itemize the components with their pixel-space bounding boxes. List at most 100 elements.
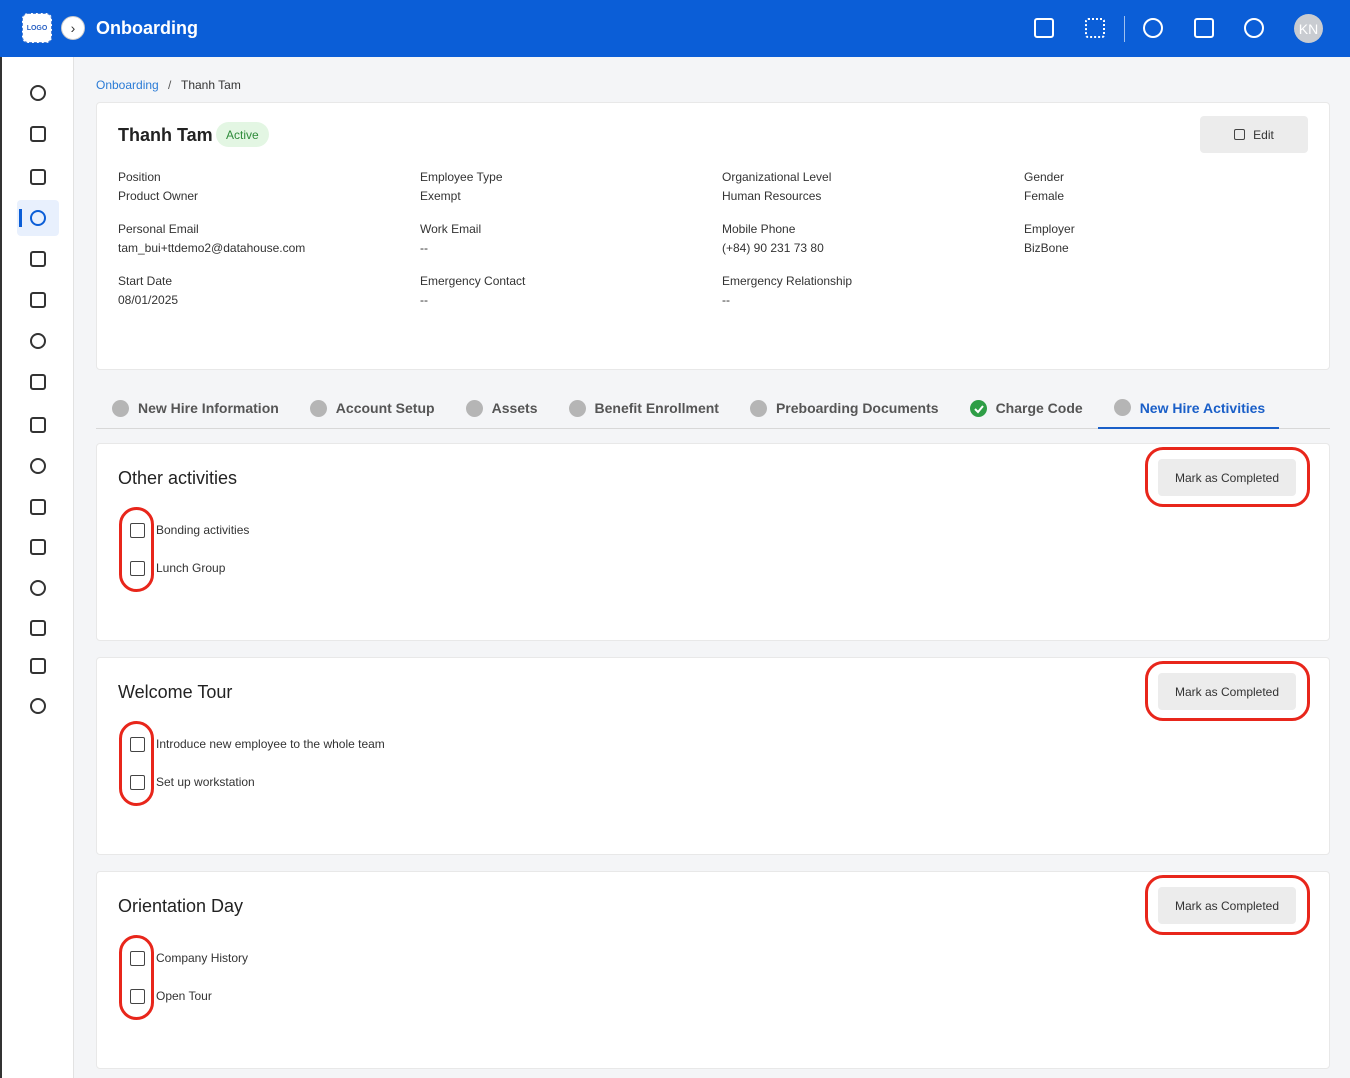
nav-icon[interactable] (30, 126, 46, 142)
field-label: Organizational Level (722, 170, 832, 184)
checkbox-label: Company History (156, 951, 249, 965)
nav-icon[interactable] (30, 169, 46, 185)
field-value: Human Resources (722, 189, 822, 203)
nav-icon[interactable] (30, 620, 46, 636)
section-title: Welcome Tour (118, 682, 233, 702)
nav-icon[interactable] (30, 658, 46, 674)
checkbox-label: Set up workstation (156, 775, 255, 789)
tab-label: New Hire Information (138, 400, 279, 416)
header-icon[interactable] (1244, 18, 1264, 38)
field-label: Personal Email (118, 222, 199, 236)
nav-icon[interactable] (30, 499, 46, 515)
tab[interactable]: Preboarding Documents (749, 388, 939, 428)
nav-icon[interactable] (30, 698, 46, 714)
tab-label: New Hire Activities (1139, 399, 1266, 416)
section-card (96, 657, 1330, 855)
checkbox-label: Lunch Group (156, 561, 226, 575)
field-value: -- (722, 293, 730, 307)
nav-icon[interactable] (30, 210, 46, 226)
tab[interactable]: Benefit Enrollment (568, 388, 719, 428)
breadcrumb-separator: / (168, 78, 172, 92)
field-value: -- (420, 293, 428, 307)
nav-icon[interactable] (30, 458, 46, 474)
sidebar-toggle[interactable]: › (61, 16, 85, 40)
tab-label: Benefit Enrollment (594, 400, 719, 416)
field-label: Mobile Phone (722, 222, 796, 236)
tab-label: Charge Code (995, 400, 1083, 416)
tab-pending-icon (749, 399, 767, 417)
checkbox-label: Introduce new employee to the whole team (156, 737, 385, 751)
annotation-oval (119, 721, 154, 806)
section-title: Other activities (118, 468, 238, 488)
mark-completed-button[interactable]: Mark as Completed (1158, 887, 1296, 924)
nav-icon[interactable] (30, 333, 46, 349)
tab-pending-icon (465, 399, 483, 417)
avatar[interactable]: KN (1294, 14, 1323, 43)
field-label: Emergency Relationship (722, 274, 853, 288)
field-label: Start Date (118, 274, 173, 288)
divider (1124, 16, 1125, 42)
annotation-oval (1145, 447, 1310, 507)
annotation-oval (119, 507, 154, 592)
header-icon[interactable] (1194, 18, 1214, 38)
section-title: Orientation Day (118, 896, 244, 916)
tab[interactable]: New Hire Information (112, 388, 279, 428)
tab[interactable]: Assets (465, 388, 538, 428)
field-value: -- (420, 241, 428, 255)
nav-marker (19, 209, 22, 227)
nav-icon[interactable] (30, 374, 46, 390)
field-label: Work Email (420, 222, 482, 236)
tab-pending-icon (1113, 399, 1131, 416)
field-label: Emergency Contact (420, 274, 526, 288)
checkbox-label: Bonding activities (156, 523, 250, 537)
field-value: BizBone (1024, 241, 1069, 255)
logo: LOGO (22, 13, 52, 43)
tab-label: Preboarding Documents (775, 400, 939, 416)
field-label: Employee Type (420, 170, 503, 184)
tab[interactable]: Account Setup (309, 388, 435, 428)
section-card (96, 871, 1330, 1069)
edit-label: Edit (1253, 127, 1274, 142)
employee-name: Thanh Tam (118, 125, 213, 145)
field-value: Product Owner (118, 189, 199, 203)
section-card (96, 443, 1330, 641)
tab-done-icon (969, 399, 987, 417)
mark-completed-button[interactable]: Mark as Completed (1158, 673, 1296, 710)
nav-icon[interactable] (30, 251, 46, 267)
breadcrumb-link[interactable]: Onboarding (96, 78, 159, 92)
field-value: Exempt (420, 189, 461, 203)
annotation-oval (119, 935, 154, 1020)
header-icon[interactable] (1034, 18, 1054, 38)
field-label: Position (118, 170, 161, 184)
tab[interactable]: New Hire Activities (1097, 388, 1280, 429)
nav-icon[interactable] (30, 417, 46, 433)
annotation-oval (1145, 875, 1310, 935)
mark-completed-button[interactable]: Mark as Completed (1158, 459, 1296, 496)
field-value: (+84) 90 231 73 80 (722, 241, 824, 255)
nav-icon[interactable] (30, 539, 46, 555)
nav-icon[interactable] (30, 292, 46, 308)
tab[interactable]: Charge Code (969, 388, 1083, 428)
header-icon[interactable] (1143, 18, 1163, 38)
field-label: Employer (1024, 222, 1075, 236)
tab-pending-icon (568, 399, 586, 417)
profile-card (96, 102, 1330, 370)
nav-icon[interactable] (30, 85, 46, 101)
annotation-oval (1145, 661, 1310, 721)
tab-label: Account Setup (335, 400, 435, 416)
tab-pending-icon (309, 399, 327, 417)
header-icon[interactable] (1085, 18, 1105, 38)
breadcrumb-current: Thanh Tam (181, 78, 241, 92)
tab-pending-icon (112, 399, 129, 417)
status-badge: Active (216, 122, 269, 147)
field-value: 08/01/2025 (118, 293, 179, 307)
top-bar (0, 0, 1350, 57)
checkbox-label: Open Tour (156, 989, 212, 1003)
edit-button[interactable]: Edit (1200, 116, 1308, 153)
page-title: Onboarding (96, 18, 198, 38)
tab-label: Assets (491, 400, 538, 416)
nav-icon[interactable] (30, 580, 46, 596)
field-value: Female (1024, 189, 1065, 203)
field-label: Gender (1024, 170, 1065, 184)
